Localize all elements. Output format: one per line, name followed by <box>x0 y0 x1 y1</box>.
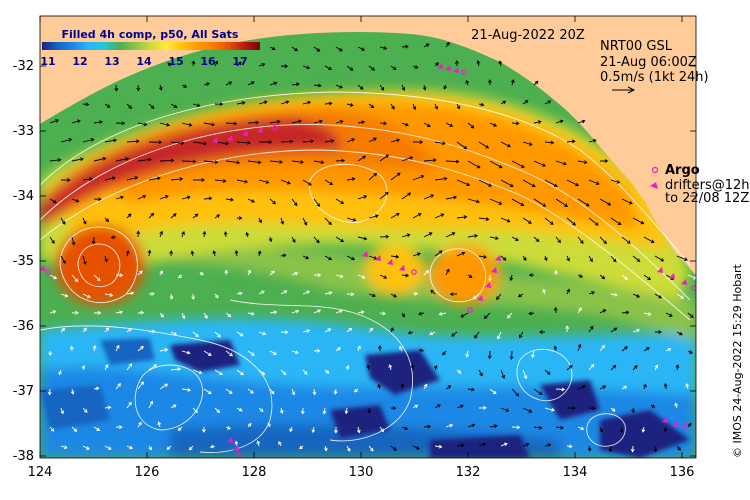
colorbar-tick-label: 13 <box>104 55 119 68</box>
y-tick-label: -32 <box>13 59 34 74</box>
map-date: 21-Aug-2022 20Z <box>471 28 585 43</box>
colorbar-tick-label: 14 <box>136 55 152 68</box>
y-tick-label: -36 <box>13 319 34 334</box>
current-vector <box>160 160 173 161</box>
current-legend-scale: 0.5m/s (1kt 24h) <box>600 70 709 85</box>
drifters-date-label: to 22/08 12Z <box>665 191 749 206</box>
colorbar-tick-label: 17 <box>232 55 247 68</box>
x-tick-label: 132 <box>456 465 481 480</box>
x-tick-label: 124 <box>28 465 53 480</box>
y-tick-label: -35 <box>13 254 34 269</box>
argo-label: Argo <box>665 163 700 178</box>
map-area <box>39 16 696 458</box>
y-tick-label: -33 <box>13 124 34 139</box>
colorbar-tick-label: 15 <box>168 55 183 68</box>
current-legend-model: NRT00 GSL <box>600 39 673 54</box>
colorbar-title: Filled 4h comp, p50, All Sats <box>62 28 239 41</box>
x-tick-label: 134 <box>563 465 588 480</box>
x-tick-label: 136 <box>670 465 695 480</box>
x-tick-label: 130 <box>349 465 374 480</box>
y-tick-label: -34 <box>13 189 34 204</box>
y-tick-label: -38 <box>13 449 34 464</box>
current-vector <box>248 122 258 123</box>
colorbar-strip <box>42 42 260 50</box>
colorbar-tick-label: 11 <box>40 55 55 68</box>
y-tick-label: -37 <box>13 384 34 399</box>
current-legend-time: 21-Aug 06:00Z <box>600 55 697 70</box>
drifter-legend: Argo drifters@12h to 22/08 12Z <box>650 163 750 206</box>
current-vector <box>182 161 196 162</box>
x-tick-label: 126 <box>135 465 160 480</box>
colorbar-tick-label: 12 <box>72 55 87 68</box>
colorbar-tick-label: 16 <box>200 55 216 68</box>
imos-credit: © IMOS 24-Aug-2022 15:29 Hobart <box>731 264 744 458</box>
x-tick-label: 128 <box>242 465 267 480</box>
